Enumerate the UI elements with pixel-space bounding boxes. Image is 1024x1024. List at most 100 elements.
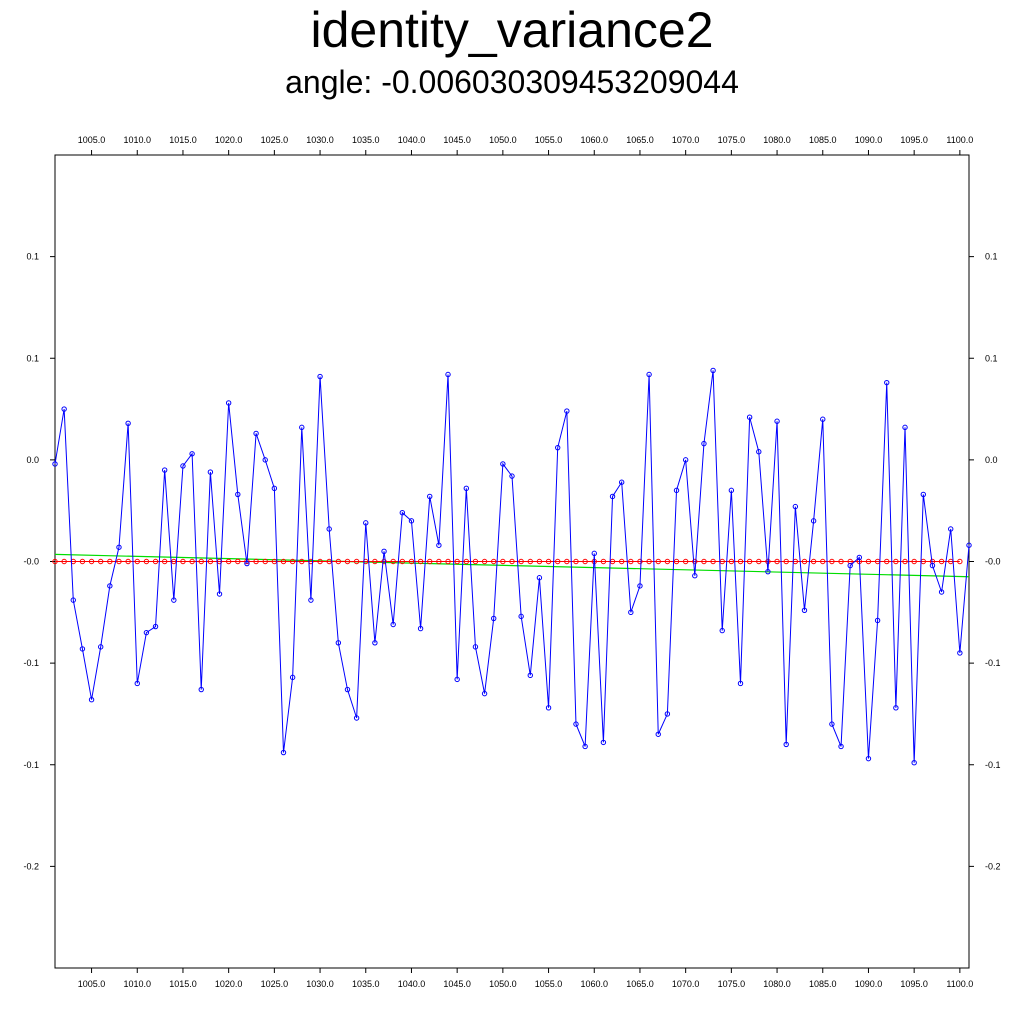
- data-point: [280, 749, 287, 756]
- data-point: [820, 416, 826, 422]
- x-tick-label-bottom: 1025.0: [261, 979, 289, 989]
- data-point: [555, 444, 561, 451]
- y-tick-label-right: 0.0: [985, 455, 998, 465]
- data-point: [262, 457, 268, 463]
- baseline-point: [655, 558, 661, 565]
- data-point: [52, 461, 58, 467]
- x-tick-label-bottom: 1020.0: [215, 979, 243, 989]
- data-point: [545, 705, 552, 711]
- x-tick-label-top: 1020.0: [215, 135, 243, 145]
- x-tick-label-top: 1080.0: [763, 135, 791, 145]
- baseline-point: [902, 558, 908, 565]
- x-tick-label-bottom: 1090.0: [855, 979, 883, 989]
- baseline-point: [399, 558, 406, 565]
- baseline-point: [335, 558, 342, 565]
- data-point: [719, 627, 725, 634]
- baseline-point: [957, 558, 963, 565]
- data-point: [189, 451, 195, 457]
- baseline-point: [884, 558, 890, 565]
- baseline-point: [829, 558, 835, 565]
- baseline-point: [143, 558, 150, 565]
- data-point: [271, 485, 278, 492]
- data-point: [810, 518, 817, 524]
- data-point: [701, 440, 707, 447]
- baseline-point: [207, 558, 214, 565]
- baseline-point: [381, 558, 387, 565]
- data-point: [216, 591, 223, 597]
- data-point: [509, 473, 515, 479]
- x-tick-label-top: 1025.0: [261, 135, 289, 145]
- baseline-point: [573, 558, 579, 565]
- y-tick-label-right: -0.1: [985, 760, 1001, 770]
- data-point: [536, 575, 543, 581]
- data-point: [573, 721, 579, 727]
- x-tick-label-top: 1075.0: [718, 135, 746, 145]
- x-tick-label-top: 1035.0: [352, 135, 380, 145]
- baseline-point: [79, 558, 86, 565]
- data-point: [628, 609, 634, 616]
- baseline-point: [664, 558, 671, 565]
- data-point: [673, 487, 680, 494]
- baseline-point: [810, 558, 817, 565]
- data-point: [865, 755, 872, 762]
- data-point: [171, 597, 177, 603]
- baseline-point: [235, 558, 241, 565]
- y-tick-label-left: -0.1: [23, 658, 39, 668]
- baseline-point: [774, 558, 780, 565]
- data-point: [637, 583, 643, 589]
- data-point: [874, 617, 881, 624]
- data-point: [527, 672, 533, 679]
- data-point: [500, 461, 506, 467]
- data-point: [408, 518, 415, 524]
- baseline-point: [152, 558, 159, 565]
- baseline-point: [938, 558, 945, 565]
- data-point: [98, 644, 104, 650]
- data-point: [61, 406, 67, 412]
- data-point: [618, 479, 625, 485]
- baseline-point: [911, 558, 917, 565]
- baseline-point: [865, 558, 872, 565]
- x-tick-label-bottom: 1060.0: [580, 979, 608, 989]
- baseline-point: [491, 558, 497, 565]
- baseline-point: [107, 558, 113, 565]
- baseline-point: [801, 558, 808, 565]
- baseline-point: [427, 558, 433, 565]
- data-point: [938, 589, 945, 595]
- y-tick-label-right: -0.1: [985, 658, 1001, 668]
- data-point: [463, 485, 469, 492]
- x-tick-label-top: 1100.0: [946, 135, 973, 145]
- x-tick-label-top: 1030.0: [306, 135, 334, 145]
- data-point: [948, 526, 954, 532]
- baseline-point: [701, 558, 707, 565]
- data-point: [582, 743, 588, 750]
- baseline-point: [600, 558, 607, 565]
- data-point: [783, 741, 789, 748]
- x-axis-ticks: 1005.0 1005.0 1010.0 1010.0 1015.0 1015.0 1020…: [78, 135, 973, 989]
- baseline-point: [518, 558, 524, 565]
- data-point: [801, 607, 808, 613]
- data-point: [902, 424, 908, 431]
- x-tick-label-top: 1015.0: [169, 135, 197, 145]
- data-point: [884, 379, 890, 386]
- data-point: [180, 463, 186, 469]
- x-tick-label-bottom: 1055.0: [535, 979, 563, 989]
- y-tick-label-right: 0.1: [985, 252, 998, 262]
- baseline-point: [299, 558, 305, 565]
- data-point: [152, 623, 159, 630]
- data-point: [737, 680, 744, 687]
- baseline-point: [481, 558, 488, 565]
- baseline-point: [509, 558, 515, 565]
- data-point: [966, 542, 972, 548]
- baseline-point: [262, 558, 268, 565]
- baseline-point: [746, 558, 753, 565]
- x-tick-label-bottom: 1095.0: [900, 979, 928, 989]
- data-point: [244, 560, 250, 567]
- series-layer: [52, 367, 972, 766]
- x-tick-label-top: 1070.0: [672, 135, 700, 145]
- data-point: [381, 548, 387, 555]
- baseline-point: [564, 558, 570, 565]
- data-point: [692, 573, 698, 579]
- x-tick-label-bottom: 1070.0: [672, 979, 700, 989]
- data-point: [235, 491, 241, 498]
- baseline-point: [728, 558, 735, 565]
